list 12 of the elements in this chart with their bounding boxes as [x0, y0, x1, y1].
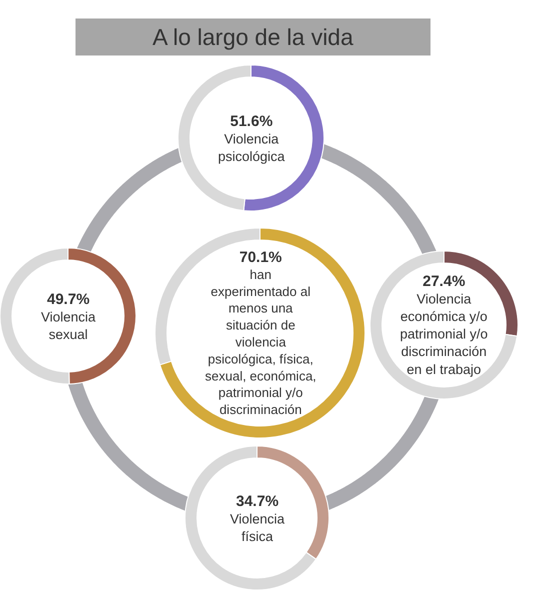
slice-label: Violencia física	[230, 512, 286, 544]
slice-label: Violencia psicológica	[218, 132, 286, 164]
donut-slice	[370, 250, 518, 400]
category-label: han experimentado al menos una situación de violencia psicológica, física, sexual, económica, patrimonial y/o discriminación	[205, 266, 316, 418]
data-label: 34.7%	[236, 493, 279, 510]
data-label: 70.1%	[239, 249, 282, 266]
chart-title: A lo largo de la vida	[152, 24, 354, 50]
slice-label: Violencia económica y/o patrimonial y/o discriminación en el trabajo	[400, 292, 488, 377]
slice-label: Violencia sexual	[41, 310, 96, 342]
data-label: 49.7%	[47, 291, 90, 308]
data-label: 51.6%	[230, 113, 273, 130]
data-label: 27.4%	[422, 273, 466, 290]
